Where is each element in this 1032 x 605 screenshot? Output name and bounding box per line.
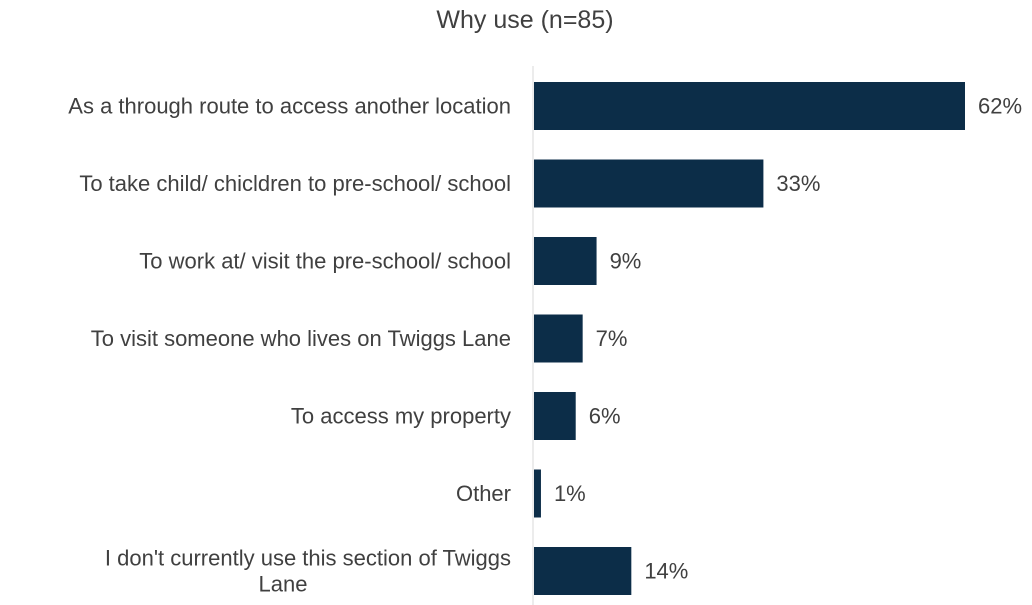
category-label: To access my property [291, 404, 511, 429]
data-label: 9% [610, 249, 642, 274]
data-label: 14% [644, 559, 688, 584]
data-label: 33% [776, 171, 820, 196]
data-label: 7% [596, 326, 628, 351]
category-label: Other [456, 481, 511, 506]
bar [534, 159, 764, 208]
category-label: To visit someone who lives on Twiggs Lan… [91, 326, 511, 351]
category-label: Lane [259, 572, 308, 597]
bar [534, 469, 541, 518]
bar [534, 392, 576, 440]
bar [534, 314, 583, 363]
category-label: To take child/ chicldren to pre-school/ … [79, 171, 511, 196]
category-label: I don't currently use this section of Tw… [105, 546, 511, 571]
bar [534, 237, 597, 285]
data-label: 62% [978, 94, 1022, 119]
bar [534, 547, 632, 595]
data-label: 1% [554, 481, 586, 506]
bar [534, 82, 965, 130]
chart-title: Why use (n=85) [436, 6, 614, 34]
category-label: As a through route to access another loc… [68, 94, 511, 119]
category-label: To work at/ visit the pre-school/ school [139, 249, 511, 274]
data-label: 6% [589, 404, 621, 429]
bars-group: 62% As a through route to access another … [68, 82, 1022, 597]
